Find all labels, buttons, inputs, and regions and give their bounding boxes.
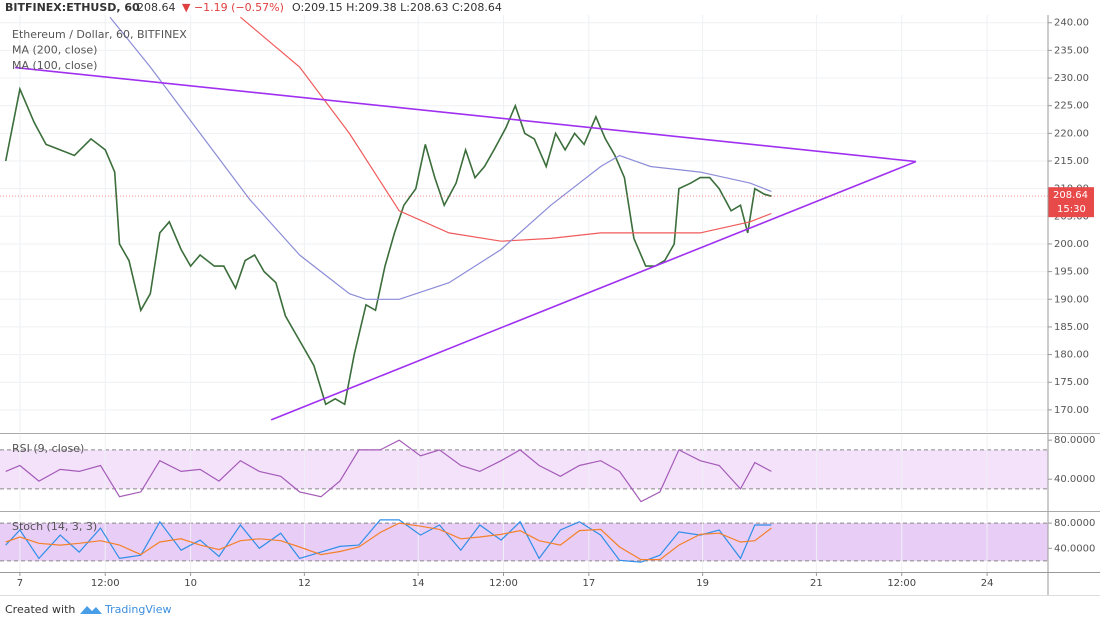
y-tick-label: 225.00 xyxy=(1054,101,1089,112)
countdown: 15:30 xyxy=(1057,204,1086,215)
x-tick-label: 21 xyxy=(810,578,823,589)
x-tick-label: 19 xyxy=(696,578,709,589)
y-tick-label: 80.0000 xyxy=(1054,435,1095,446)
y-tick-label: 215.00 xyxy=(1054,156,1089,167)
y-tick-label: 200.00 xyxy=(1054,239,1089,250)
pane xyxy=(0,15,1048,432)
ohlc: O:209.15 H:209.38 L:208.63 C:208.64 xyxy=(292,1,502,14)
legend-entry: Ethereum / Dollar, 60, BITFINEX xyxy=(12,28,187,41)
symbol: BITFINEX:ETHUSD, 60 xyxy=(5,1,140,14)
x-tick-label: 12:00 xyxy=(91,578,120,589)
y-tick-label: 40.0000 xyxy=(1054,543,1095,554)
y-tick-label: 80.0000 xyxy=(1054,518,1095,529)
x-tick-label: 12 xyxy=(298,578,311,589)
y-tick-label: 170.00 xyxy=(1054,405,1089,416)
series-line xyxy=(5,519,772,563)
y-tick-label: 190.00 xyxy=(1054,294,1089,305)
band xyxy=(0,449,1048,489)
x-tick-label: 10 xyxy=(184,578,197,589)
y-tick-label: 235.00 xyxy=(1054,45,1089,56)
logo xyxy=(80,606,102,614)
brand[interactable]: TradingView xyxy=(104,603,171,616)
y-tick-label: 175.00 xyxy=(1054,377,1089,388)
x-tick-label: 24 xyxy=(981,578,994,589)
last-price-label: 208.64 xyxy=(1053,190,1088,201)
legend-entry: MA (100, close) xyxy=(12,59,97,72)
y-tick-label: 195.00 xyxy=(1054,267,1089,278)
y-tick-label: 220.00 xyxy=(1054,128,1089,139)
x-tick-label: 14 xyxy=(412,578,425,589)
series-line xyxy=(5,522,772,561)
x-tick-label: 12:00 xyxy=(887,578,916,589)
y-tick-label: 240.00 xyxy=(1054,18,1089,29)
trendline xyxy=(15,66,917,163)
series-line xyxy=(240,16,772,242)
legend-entry: RSI (9, close) xyxy=(12,442,84,455)
series-line xyxy=(109,16,772,300)
legend-entry: MA (200, close) xyxy=(12,44,97,57)
x-tick-label: 17 xyxy=(582,578,595,589)
footer-text: Created with xyxy=(5,603,75,616)
series-line xyxy=(5,439,772,503)
pane-title: Stoch (14, 3, 3) xyxy=(12,520,97,533)
y-tick-label: 230.00 xyxy=(1054,73,1089,84)
last-price-box xyxy=(1048,187,1094,218)
x-tick-label: 12:00 xyxy=(489,578,518,589)
change: ▼ −1.19 (−0.57%) xyxy=(182,1,284,14)
trendline xyxy=(270,160,917,421)
pane xyxy=(0,513,1048,572)
last-value: 208.64 xyxy=(137,1,176,14)
y-tick-label: 40.0000 xyxy=(1054,474,1095,485)
y-tick-label: 185.00 xyxy=(1054,322,1089,333)
pane xyxy=(0,435,1048,510)
y-tick-label: 180.00 xyxy=(1054,350,1089,361)
plot-layer: 170.00 175.00 180.00 185.00 190.00 195.00 200.… xyxy=(0,15,1095,589)
x-tick-label: 7 xyxy=(17,578,23,589)
